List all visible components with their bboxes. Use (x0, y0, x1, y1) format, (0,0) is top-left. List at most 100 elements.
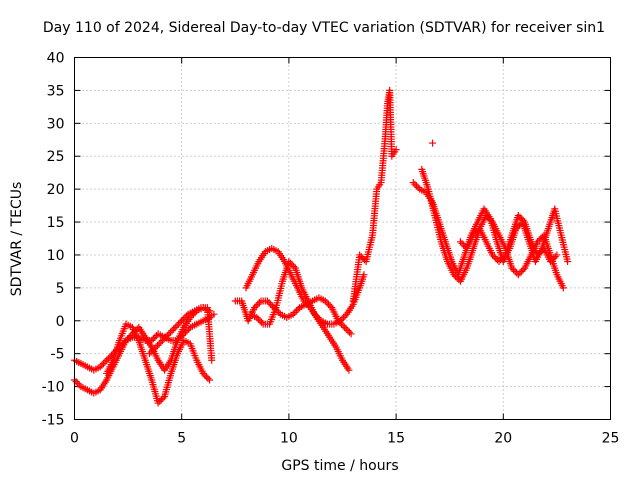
data-point (509, 266, 517, 274)
data-point (163, 332, 171, 340)
data-point (178, 332, 186, 340)
data-point (173, 322, 181, 330)
data-point (339, 322, 347, 330)
data-point (254, 300, 262, 308)
x-tick-label: 0 (70, 431, 79, 447)
data-point (535, 249, 543, 257)
data-point (473, 228, 480, 236)
data-point (311, 310, 319, 318)
data-point (534, 251, 542, 259)
data-point (326, 302, 334, 310)
data-point (287, 259, 295, 267)
data-point (149, 346, 157, 354)
data-point (149, 335, 157, 343)
data-point (162, 333, 170, 341)
data-point (516, 269, 524, 277)
x-tick-label: 25 (602, 431, 620, 447)
data-point (551, 253, 559, 261)
data-point (508, 264, 516, 272)
data-point (103, 356, 111, 364)
data-point (489, 251, 497, 259)
data-point (170, 325, 178, 333)
y-tick-label: 15 (47, 215, 65, 231)
data-point (154, 399, 162, 407)
data-point (492, 254, 500, 262)
data-point (106, 353, 114, 361)
data-point (171, 323, 179, 331)
data-point (199, 369, 207, 377)
data-point (160, 335, 168, 343)
data-point (258, 318, 266, 326)
y-tick-labels: -15 -10 -5 0 5 10 15 20 25 30 35 40 (42, 51, 65, 429)
data-point (101, 358, 109, 366)
data-point (429, 139, 437, 147)
data-points (71, 86, 572, 407)
data-point (534, 238, 542, 246)
data-point (174, 320, 182, 328)
data-point (338, 315, 346, 323)
data-point (497, 256, 505, 264)
data-point (344, 327, 352, 335)
data-point (157, 396, 165, 404)
data-point (515, 221, 523, 229)
data-point (514, 211, 522, 219)
data-point (289, 310, 297, 318)
data-point (267, 300, 275, 308)
y-tick-label: 10 (47, 248, 65, 264)
data-point (409, 179, 417, 187)
y-tick-label: 5 (56, 281, 65, 297)
x-tick-label: 5 (177, 431, 186, 447)
chart-title: Day 110 of 2024, Sidereal Day-to-day VTE… (43, 20, 605, 36)
series-track-d (146, 304, 216, 364)
data-point (151, 333, 159, 341)
data-point (500, 253, 508, 261)
x-tick-label: 10 (280, 431, 298, 447)
data-point (208, 356, 216, 364)
data-point (537, 235, 545, 242)
data-point (341, 312, 349, 320)
data-point (292, 307, 300, 315)
x-axis-label: GPS time / hours (281, 458, 398, 474)
y-axis-label: SDTVAR / TECUs (9, 182, 25, 297)
data-point (251, 304, 259, 312)
data-point (559, 284, 567, 292)
data-point (518, 215, 526, 223)
data-point (252, 302, 260, 310)
data-point (495, 258, 503, 266)
data-point (256, 317, 264, 325)
data-point (72, 378, 80, 386)
data-point (180, 330, 188, 338)
data-point (564, 258, 572, 266)
data-point (146, 350, 154, 358)
data-point (75, 381, 83, 389)
data-point (179, 315, 187, 323)
data-point (253, 313, 261, 321)
data-point (119, 340, 127, 348)
data-point (356, 251, 364, 259)
data-point (323, 299, 331, 307)
data-point (453, 274, 461, 282)
data-point (357, 253, 365, 261)
x-tick-labels: 0 5 10 15 20 25 (70, 431, 619, 447)
data-point (150, 345, 158, 353)
y-tick-label: 0 (56, 314, 65, 330)
data-point (74, 379, 82, 387)
data-point (285, 258, 293, 266)
data-point (347, 330, 355, 338)
data-point (173, 337, 181, 345)
series-track-c (103, 320, 214, 407)
data-point (519, 266, 527, 274)
data-point (165, 330, 173, 338)
data-point (550, 254, 558, 262)
data-point (345, 328, 353, 336)
data-point (498, 254, 506, 262)
data-point (181, 328, 189, 336)
data-point (294, 305, 302, 313)
data-point (183, 312, 191, 320)
data-point (342, 325, 350, 333)
data-point (201, 371, 209, 379)
data-point (96, 363, 104, 371)
data-point (254, 315, 262, 323)
data-point (484, 213, 492, 221)
series-track-i (409, 179, 572, 279)
